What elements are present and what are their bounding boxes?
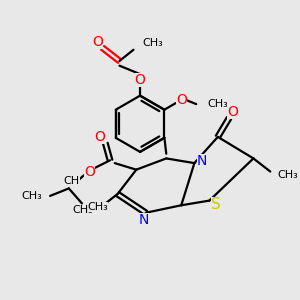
Text: N: N — [139, 213, 149, 227]
Text: O: O — [227, 105, 238, 118]
Text: CH₃: CH₃ — [143, 38, 164, 48]
Text: CH₃: CH₃ — [22, 191, 43, 201]
Text: N: N — [197, 154, 207, 168]
Text: CH₃: CH₃ — [72, 205, 93, 215]
Text: O: O — [176, 93, 187, 107]
Text: CH: CH — [64, 176, 80, 186]
Text: O: O — [94, 130, 105, 144]
Text: O: O — [84, 165, 95, 178]
Text: CH₃: CH₃ — [278, 170, 298, 180]
Text: S: S — [211, 197, 221, 212]
Text: O: O — [135, 73, 146, 87]
Text: O: O — [92, 35, 103, 49]
Text: CH₃: CH₃ — [208, 99, 228, 109]
Text: CH₃: CH₃ — [88, 202, 108, 212]
